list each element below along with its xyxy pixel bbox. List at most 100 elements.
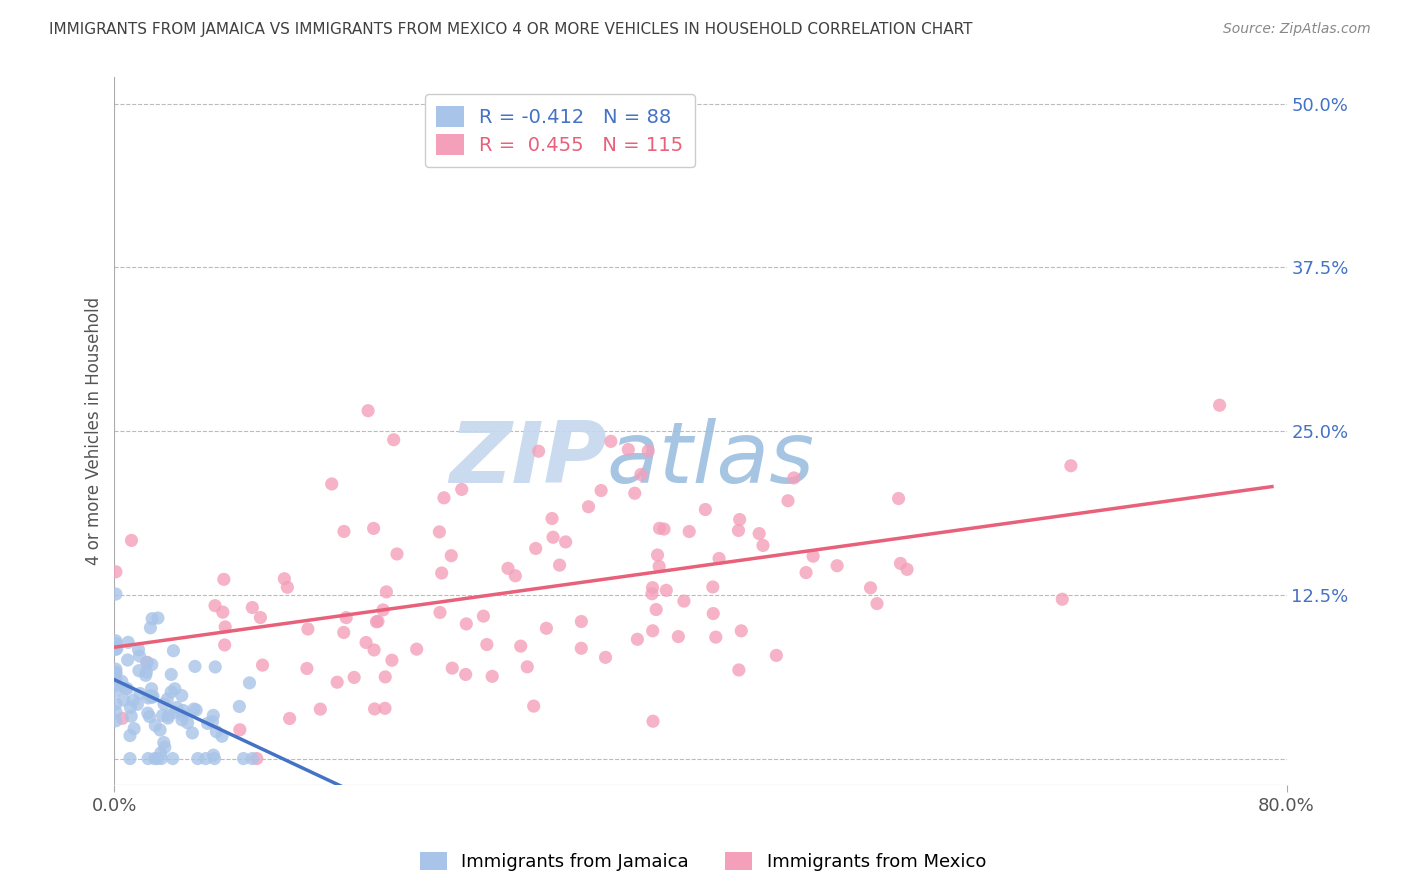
Text: ZIP: ZIP [449, 417, 607, 501]
Point [429, 606, 451, 620]
Point [456, 616, 478, 631]
Point [160, 667, 183, 681]
Point [104, 697, 127, 711]
Point [105, 641, 128, 656]
Point [516, 660, 538, 674]
Point [524, 541, 547, 556]
Point [405, 642, 427, 657]
Point [122, 693, 145, 707]
Point [170, 707, 193, 722]
Point [554, 535, 576, 549]
Point [129, 686, 152, 700]
Point [135, 665, 157, 680]
Point [156, 692, 179, 706]
Point [141, 612, 163, 626]
Point [170, 713, 193, 727]
Point [765, 648, 787, 663]
Point [541, 511, 564, 525]
Point [157, 708, 180, 723]
Point [548, 558, 571, 573]
Point [142, 690, 165, 704]
Point [472, 609, 495, 624]
Point [783, 471, 806, 485]
Point [752, 538, 775, 552]
Point [162, 751, 184, 765]
Point [382, 433, 405, 447]
Point [599, 434, 621, 449]
Point [496, 561, 519, 575]
Point [197, 716, 219, 731]
Point [152, 708, 174, 723]
Point [335, 610, 357, 624]
Point [454, 667, 477, 681]
Point [204, 751, 226, 765]
Point [172, 704, 194, 718]
Point [181, 726, 204, 740]
Point [866, 597, 889, 611]
Point [176, 715, 198, 730]
Point [1052, 592, 1074, 607]
Point [136, 751, 159, 765]
Point [728, 512, 751, 526]
Point [374, 701, 396, 715]
Point [695, 502, 717, 516]
Point [143, 751, 166, 765]
Point [475, 638, 498, 652]
Point [440, 549, 463, 563]
Point [150, 751, 173, 765]
Point [104, 705, 127, 719]
Point [187, 751, 209, 765]
Point [672, 594, 695, 608]
Point [149, 723, 172, 737]
Point [381, 653, 404, 667]
Point [104, 665, 127, 680]
Point [112, 693, 135, 707]
Point [295, 661, 318, 675]
Point [118, 729, 141, 743]
Point [111, 711, 134, 725]
Point [153, 740, 176, 755]
Point [128, 642, 150, 657]
Point [666, 630, 689, 644]
Point [183, 702, 205, 716]
Text: Source: ZipAtlas.com: Source: ZipAtlas.com [1223, 22, 1371, 37]
Point [118, 751, 141, 765]
Point [655, 583, 678, 598]
Point [363, 521, 385, 535]
Point [430, 566, 453, 580]
Point [104, 633, 127, 648]
Point [136, 656, 159, 670]
Point [309, 702, 332, 716]
Point [357, 403, 380, 417]
Point [1208, 398, 1230, 412]
Point [536, 621, 558, 635]
Text: atlas: atlas [607, 417, 814, 501]
Point [363, 702, 385, 716]
Point [859, 581, 882, 595]
Point [156, 711, 179, 725]
Point [541, 530, 564, 544]
Point [214, 638, 236, 652]
Point [135, 668, 157, 682]
Point [450, 483, 472, 497]
Point [429, 524, 451, 539]
Point [801, 549, 824, 564]
Point [229, 723, 252, 737]
Point [702, 580, 724, 594]
Point [104, 587, 127, 601]
Point [647, 548, 669, 562]
Point [252, 658, 274, 673]
Point [641, 587, 664, 601]
Point [278, 711, 301, 725]
Point [630, 467, 652, 482]
Point [141, 657, 163, 672]
Point [354, 635, 377, 649]
Point [141, 690, 163, 705]
Point [481, 669, 503, 683]
Point [273, 572, 295, 586]
Point [623, 486, 645, 500]
Point [569, 615, 592, 629]
Point [578, 500, 600, 514]
Point [104, 683, 127, 698]
Point [232, 751, 254, 765]
